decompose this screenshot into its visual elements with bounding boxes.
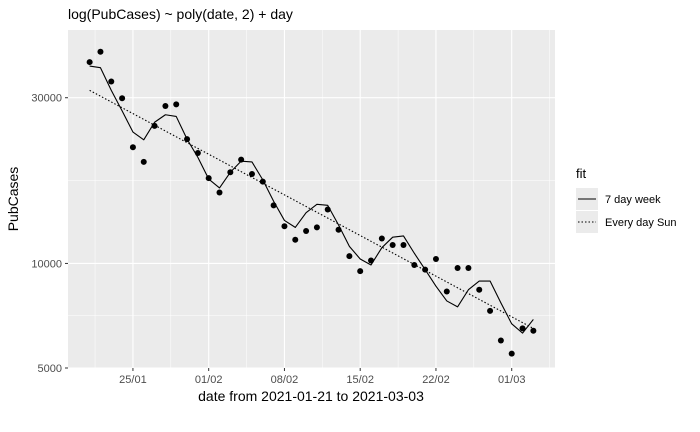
y-axis-title: PubCases <box>5 167 21 232</box>
legend-key-every-day-sun <box>576 211 598 233</box>
x-tick-label: 01/03 <box>498 374 526 386</box>
data-point <box>238 156 245 163</box>
data-point <box>389 242 396 249</box>
x-tick-label: 01/02 <box>195 374 223 386</box>
x-axis-title: date from 2021-01-21 to 2021-03-03 <box>198 388 424 404</box>
data-point <box>227 169 234 176</box>
y-tick-label: 30000 <box>31 93 62 105</box>
data-point <box>205 175 212 182</box>
data-point <box>140 158 147 165</box>
series-points <box>86 48 537 357</box>
data-point <box>194 149 201 156</box>
x-tick-label: 22/02 <box>422 374 450 386</box>
data-point <box>151 122 158 129</box>
data-point <box>324 206 331 213</box>
y-tick-label: 10000 <box>31 258 62 270</box>
x-tick-label: 08/02 <box>271 374 299 386</box>
data-point <box>476 286 483 293</box>
chart-title: log(PubCases) ~ poly(date, 2) + day <box>68 6 293 22</box>
x-tick-label: 25/01 <box>119 374 147 386</box>
plot-panel <box>68 30 555 368</box>
data-point <box>378 235 385 242</box>
data-point <box>443 288 450 295</box>
data-point <box>465 265 472 272</box>
data-point <box>530 327 537 334</box>
data-point <box>97 48 104 55</box>
data-point <box>487 307 494 314</box>
data-point <box>173 101 180 108</box>
data-point <box>248 170 255 177</box>
legend-label-7-day-week: 7 day week <box>605 194 661 206</box>
legend: fit 7 day week Every day Sun <box>576 166 677 233</box>
data-point <box>108 78 115 85</box>
data-point <box>259 178 266 185</box>
grid-minor <box>68 30 555 368</box>
series-line-7-day-week <box>89 65 534 334</box>
data-point <box>292 236 299 243</box>
data-point <box>216 189 223 196</box>
data-point <box>313 224 320 231</box>
data-point <box>400 242 407 249</box>
data-point <box>162 102 169 109</box>
x-axis: 25/01 01/02 08/02 15/02 22/02 01/03 <box>119 368 525 386</box>
y-axis: 5000 10000 30000 <box>31 93 68 375</box>
data-point <box>184 136 191 143</box>
data-point <box>422 266 429 273</box>
data-point <box>86 59 93 66</box>
data-point <box>454 265 461 272</box>
series-lines <box>89 65 534 334</box>
data-point <box>129 144 136 151</box>
data-point <box>335 226 342 233</box>
data-point <box>303 227 310 234</box>
data-point <box>508 350 515 357</box>
data-point <box>368 257 375 264</box>
data-point <box>432 255 439 262</box>
y-tick-label: 5000 <box>38 363 62 375</box>
data-point <box>357 268 364 275</box>
legend-title: fit <box>576 166 587 181</box>
legend-label-every-day-sun: Every day Sun <box>605 217 677 229</box>
data-point <box>281 223 288 230</box>
data-point <box>119 95 126 102</box>
x-tick-label: 15/02 <box>346 374 374 386</box>
grid-major <box>68 30 555 369</box>
data-point <box>497 337 504 344</box>
data-point <box>411 261 418 268</box>
data-point <box>270 202 277 209</box>
data-point <box>519 325 526 332</box>
data-point <box>346 253 353 260</box>
